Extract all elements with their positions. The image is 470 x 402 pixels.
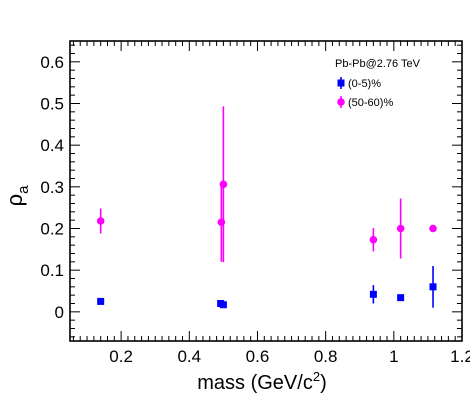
data-point-circle — [429, 224, 437, 233]
x-tick-label: 0.8 — [314, 347, 338, 366]
legend-marker-square — [337, 79, 345, 87]
data-point-circle — [96, 217, 105, 225]
annotation-label: Pb-Pb@2.76 TeV — [335, 58, 421, 70]
x-axis-ticks: 0.2 0.4 0.6 0.8 1 1.2 — [72, 41, 470, 366]
data-point-circle — [396, 224, 405, 233]
x-axis-title: mass (GeV/c2) — [197, 369, 326, 394]
y-tick-label: 0.6 — [40, 53, 64, 72]
y-axis-title-main: ρ — [2, 194, 27, 207]
data-point-square — [429, 283, 437, 291]
y-tick-label: 0.2 — [40, 220, 64, 239]
x-axis-title-main: mass (GeV/c — [197, 372, 313, 394]
x-axis-title-sup: 2 — [313, 369, 320, 384]
x-tick-label: 0.4 — [177, 347, 201, 366]
data-point-square — [397, 294, 405, 302]
plot-frame — [69, 40, 463, 342]
x-tick-label: 1 — [389, 347, 398, 366]
data-point-circle — [369, 235, 378, 244]
legend-marker-circle — [337, 98, 345, 106]
legend-label: (50-60)% — [348, 97, 393, 109]
data-points — [96, 106, 437, 309]
data-point-square — [97, 297, 105, 305]
x-axis-title-tail: ) — [320, 372, 327, 394]
x-tick-label: 1.2 — [450, 347, 470, 366]
y-tick-label: 0.1 — [40, 261, 64, 280]
legend-label: (0-5)% — [348, 78, 381, 90]
y-axis-ticks: 0 0.1 0.2 0.3 0.4 0.5 0.6 — [40, 44, 462, 338]
x-tick-label: 0.2 — [109, 347, 133, 366]
y-tick-label: 0.5 — [40, 95, 64, 114]
y-tick-label: 0.4 — [40, 136, 64, 155]
data-point-square — [219, 301, 227, 309]
legend: (0-5)% (50-60)% — [337, 77, 393, 109]
data-point-circle — [219, 180, 228, 189]
data-point-square — [369, 290, 377, 298]
y-axis-title: ρa — [2, 185, 32, 207]
y-tick-label: 0 — [55, 303, 64, 322]
x-tick-label: 0.6 — [246, 347, 270, 366]
y-axis-title-sub: a — [15, 185, 32, 194]
y-tick-label: 0.3 — [40, 178, 64, 197]
